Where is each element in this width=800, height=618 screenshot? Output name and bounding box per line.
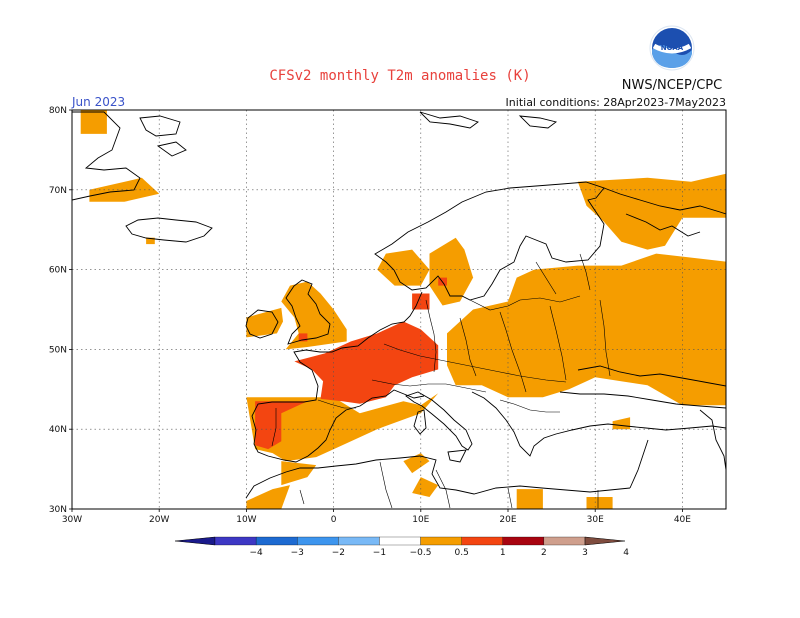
colorbar-high-arrow	[584, 536, 626, 546]
lat-tick-label: 30N	[49, 505, 67, 515]
lon-tick-label: 10E	[412, 515, 429, 525]
colorbar-tick-label: −0.5	[410, 548, 432, 558]
lon-tick-label: 20E	[499, 515, 516, 525]
noaa-logo: NOAA	[649, 25, 695, 71]
colorbar-segment	[502, 536, 545, 546]
map-frame	[71, 109, 727, 510]
noaa-logo-text: NOAA	[661, 44, 684, 52]
latitude-axis: 80N 70N 60N 50N 40N 30N	[49, 106, 72, 515]
anomaly-region-morocco-atlas	[246, 485, 290, 509]
anomaly-region-algeria-coast	[403, 453, 430, 474]
anomaly-region-iberia-west	[255, 401, 308, 450]
colorbar: −4 −3 −2 −1 −0.5 0.5 1 2 3 4	[174, 536, 629, 558]
colorbar-tick-label: 4	[623, 548, 629, 558]
lon-tick-label: 30W	[62, 515, 82, 525]
lon-tick-label: 20W	[149, 515, 169, 525]
lat-tick-label: 60N	[49, 266, 67, 276]
colorbar-tick-label: −3	[291, 548, 304, 558]
anomaly-region-libya-east	[516, 489, 543, 509]
agency-label: NWS/NCEP/CPC	[622, 78, 722, 93]
anomaly-region-central-east-europe	[447, 253, 726, 406]
colorbar-tick-label: −2	[332, 548, 345, 558]
graticule	[72, 110, 726, 509]
anomaly-region-france-germany-core	[294, 321, 439, 404]
colorbar-segment	[420, 536, 462, 546]
anomaly-region-tunisia-libya	[412, 477, 439, 497]
anomaly-region-sweden-south	[429, 237, 474, 306]
anomaly-region-iberia-south-italy-balkans	[246, 393, 439, 462]
lat-tick-label: 40N	[49, 425, 67, 435]
figure-title: CFSv2 monthly T2m anomalies (K)	[269, 68, 530, 84]
anomaly-region-arctic-russia	[577, 173, 726, 250]
lon-tick-label: 10W	[236, 515, 256, 525]
colorbar-segment	[379, 536, 421, 546]
lat-tick-label: 50N	[49, 345, 67, 355]
colorbar-segment	[214, 536, 257, 546]
anomaly-region-great-britain	[281, 281, 347, 350]
colorbar-segment	[297, 536, 339, 546]
colorbar-tick-label: 1	[500, 548, 506, 558]
country-border-layer	[271, 253, 611, 509]
anomaly-region-greenland-southeast	[89, 177, 160, 202]
colorbar-segment	[338, 536, 380, 546]
anomaly-region-iceland-spot	[146, 237, 155, 245]
anomaly-region-greenland-east	[80, 110, 107, 134]
colorbar-tick-label: 0.5	[455, 548, 469, 558]
anomaly-region-morocco-north	[281, 461, 317, 486]
longitude-axis: 30W 20W 10W 0 10E 20E 30E 40E	[62, 509, 691, 525]
coastline-layer	[72, 111, 726, 499]
colorbar-tick-label: 3	[582, 548, 588, 558]
lat-tick-label: 80N	[49, 106, 67, 116]
colorbar-segment	[461, 536, 503, 546]
map-panel	[72, 110, 726, 509]
colorbar-tick-label: −1	[373, 548, 386, 558]
colorbar-segment	[543, 536, 586, 546]
lon-tick-label: 40E	[674, 515, 691, 525]
lon-tick-label: 30E	[587, 515, 604, 525]
anomaly-fill-layer	[80, 110, 726, 509]
lat-tick-label: 70N	[49, 186, 67, 196]
anomaly-region-egypt-north	[586, 497, 613, 509]
initial-conditions-label: Initial conditions: 28Apr2023-7May2023	[506, 96, 726, 109]
colorbar-segment	[255, 536, 298, 546]
colorbar-tick-label: 2	[541, 548, 547, 558]
colorbar-tick-label: −4	[249, 548, 263, 558]
anomaly-region-norway-south	[377, 249, 430, 286]
forecast-month-label: Jun 2023	[71, 95, 125, 109]
lon-tick-label: 0	[331, 515, 337, 525]
colorbar-low-arrow	[174, 536, 216, 546]
